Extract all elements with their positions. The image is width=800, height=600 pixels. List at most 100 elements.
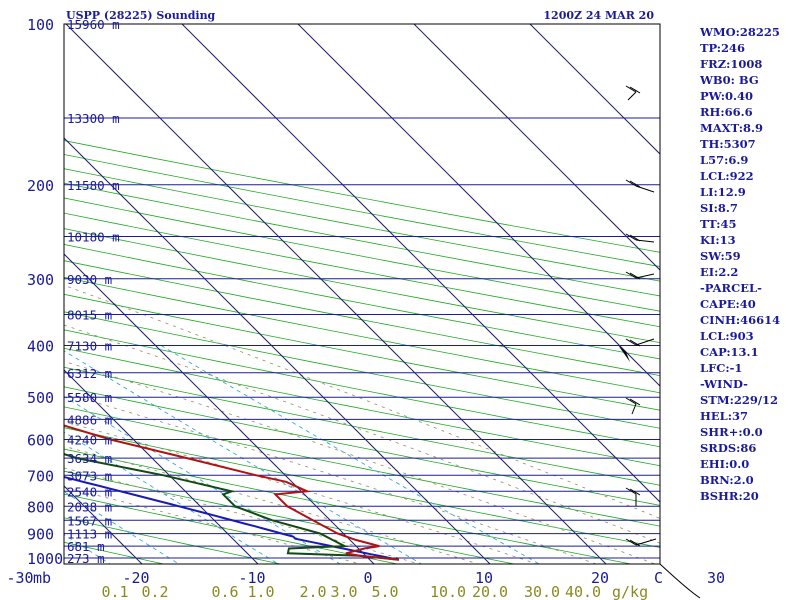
chart-title-left: USPP (28225) Sounding (66, 9, 216, 22)
dry-adiabat (64, 228, 660, 344)
wind-barb-pennant (618, 345, 630, 362)
height-label: 1113 m (67, 527, 112, 542)
isotherm (529, 24, 660, 155)
dry-adiabat (64, 154, 660, 267)
mixing-ratio-label: 40.0 (565, 583, 601, 600)
dry-adiabat (64, 168, 660, 282)
height-label: 2038 m (67, 499, 112, 514)
dry-adiabat (64, 493, 400, 564)
dry-adiabat (64, 260, 660, 377)
height-label: 2540 m (67, 484, 112, 499)
wind-barb-flag (625, 233, 637, 241)
wind-barb-flag (629, 488, 641, 496)
height-label: 273 m (67, 551, 105, 566)
height-label: 3634 m (67, 451, 112, 466)
wind-barb-flag (629, 539, 641, 547)
isotherm (297, 24, 660, 387)
index-entry: STM:229/12 (700, 393, 779, 407)
wind-barb-flag (625, 538, 637, 546)
height-label: 11580 m (67, 178, 120, 193)
mixing-ratio-label: 20.0 (472, 583, 508, 600)
index-entry: PW:0.40 (700, 89, 754, 103)
moist-adiabat (64, 421, 539, 564)
wind-barb-flag (629, 339, 641, 347)
pressure-label: 400 (27, 338, 54, 356)
index-entry: CAPE:40 (700, 297, 756, 311)
wind-barb-flag (629, 398, 641, 406)
temperature-line (64, 424, 399, 561)
mixing-ratio-label: 30.0 (524, 583, 560, 600)
moist-adiabat (64, 324, 660, 544)
dry-adiabat (64, 366, 660, 486)
dry-adiabat (64, 212, 660, 328)
wind-barb-flag (625, 179, 637, 187)
wind-barb-shaft (635, 538, 657, 546)
dry-adiabat (64, 406, 660, 527)
dry-adiabat (64, 140, 660, 253)
pressure-label: 500 (27, 389, 54, 407)
index-entry: SW:59 (700, 249, 741, 263)
index-entry: WMO:28225 (700, 25, 780, 39)
wind-barb-flag (625, 338, 637, 346)
wind-barb-flag (625, 85, 637, 93)
height-label: 4240 m (67, 433, 112, 448)
isotherm (64, 253, 375, 564)
temperature-tick-label: 10 (475, 569, 493, 587)
mixing-ratio-label: 0.6 (211, 583, 238, 600)
mixing-ratio-label: 0.1 (101, 583, 128, 600)
wind-axis-curve (659, 563, 701, 599)
isotherm (64, 369, 259, 564)
plot-frame (63, 23, 661, 565)
index-entry: EI:2.2 (700, 265, 739, 279)
wind-barb-flag (629, 86, 641, 94)
index-entry: EHI:0.0 (700, 457, 750, 471)
moist-adiabat (64, 486, 362, 564)
mixing-ratio-label: 0.2 (141, 583, 168, 600)
dry-adiabat (64, 517, 283, 564)
index-entry: BSHR:20 (700, 489, 759, 503)
pressure-label: 800 (27, 498, 54, 516)
temperature-tick-label: -20 (122, 569, 149, 587)
wind-barb-shaft (631, 403, 637, 415)
wind-barb-flag (625, 397, 637, 405)
index-entry: -PARCEL- (700, 281, 762, 295)
height-label: 3073 m (67, 468, 112, 483)
index-entry: TP:246 (700, 41, 746, 55)
dry-adiabat (64, 182, 660, 297)
wind-barb-flag (629, 234, 641, 242)
wind-barb-flag (629, 272, 641, 280)
temperature-tick-label: -30 (6, 569, 33, 587)
height-label: 7130 m (67, 339, 112, 354)
index-entry: CAP:13.1 (700, 345, 759, 359)
index-entry: SRDS:86 (700, 441, 757, 455)
mixing-ratio-label: 2.0 (299, 583, 326, 600)
height-label: 1567 m (67, 513, 112, 528)
dry-adiabat (64, 311, 660, 429)
wind-barb-shaft (627, 91, 637, 101)
mixing-ratio-label: 5.0 (371, 583, 398, 600)
index-entry: MAXT:8.9 (700, 121, 763, 135)
dry-adiabat (64, 293, 660, 411)
mixing-ratio-label: 3.0 (330, 583, 357, 600)
index-entry: L57:6.9 (700, 153, 749, 167)
wind-barbs (618, 85, 701, 599)
dry-adiabat (64, 427, 660, 548)
index-entry: CINH:46614 (700, 313, 781, 327)
moist-adiabat (64, 284, 660, 519)
wind-barb-shaft (635, 185, 655, 193)
parcel-path-line (64, 475, 399, 561)
index-entry: LCL:922 (700, 169, 754, 183)
index-entry: -WIND- (700, 377, 748, 391)
indices-panel: WMO:28225 TP:246 FRZ:1008 WB0: BG PW:0.40 RH:… (700, 24, 798, 504)
index-entry: BRN:2.0 (700, 473, 754, 487)
wind-barb-flag (629, 180, 641, 188)
temperature-tick-label: 20 (591, 569, 609, 587)
isotherm (0, 24, 31, 569)
chart-title-right: 1200Z 24 MAR 20 (543, 9, 654, 22)
wind-barb-shaft (635, 273, 655, 279)
dewpoint-line (64, 453, 399, 561)
index-entry: SI:8.7 (700, 201, 738, 215)
temperature-tick-label: 0 (363, 569, 372, 587)
index-entry: TH:5307 (700, 137, 756, 151)
